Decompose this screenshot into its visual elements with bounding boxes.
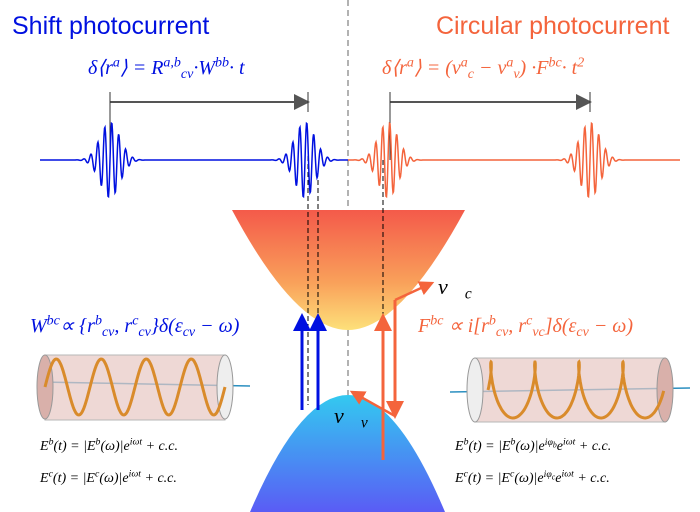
formula-text: E (455, 471, 464, 486)
formula-text: δ⟨r (88, 57, 113, 79)
formula-text: · t (562, 57, 578, 79)
wave-packets (40, 123, 348, 196)
superscript: bb (215, 55, 229, 70)
formula-text: , r (508, 315, 526, 337)
formula-text: ν⃗ (334, 403, 361, 428)
superscript: iωt (561, 469, 573, 480)
formula-text: − ν (474, 57, 506, 79)
formula: ν⃗v (334, 405, 368, 427)
superscript: a (407, 55, 414, 70)
formula-text: E (40, 439, 49, 454)
formula-text: ∝ i[r (443, 315, 488, 337)
wave-packets (348, 123, 680, 196)
formula-text: − ω) (195, 315, 239, 337)
formula-text: (ω)|e (99, 471, 128, 486)
conduction-band (232, 210, 465, 330)
formula-text: + c.c. (142, 439, 178, 454)
formula-text: (t) = |E (53, 471, 95, 486)
formula-text: (t) = |E (53, 439, 95, 454)
formula-text: − ω) (589, 315, 633, 337)
circular-beam (450, 358, 690, 422)
formula-text: ) ·F (520, 57, 549, 79)
superscript: 2 (577, 55, 584, 70)
formula: Wbc∝ {rbcv, rccv}δ(εcv − ω) (30, 316, 239, 336)
superscript: b (95, 313, 102, 328)
subscript: cv (496, 325, 508, 340)
linear-beam (37, 355, 250, 420)
subscript: cv (183, 325, 195, 340)
formula-text: ∝ {r (60, 315, 95, 337)
formula-text: ·W (193, 57, 215, 79)
superscript: a,b (163, 55, 181, 70)
diagram: Shift photocurrent Circular photocurrent… (0, 0, 700, 512)
superscript: iωt (129, 469, 141, 480)
formula-text: ⟩ = R (120, 57, 164, 79)
superscript: b (489, 313, 496, 328)
formula-text: (t) = |E (468, 471, 510, 486)
superscript: bc (430, 313, 443, 328)
formula-text: }δ(ε (151, 315, 183, 337)
formula: δ⟨ra⟩ = (νac − νav) ·Fbc· t2 (382, 58, 584, 78)
subscript: cv (102, 325, 114, 340)
formula: Eb(t) = |Eb(ω)|eiωt + c.c. (40, 440, 178, 454)
formula-text: ]δ(ε (545, 315, 577, 337)
superscript: bc (548, 55, 561, 70)
superscript: bc (47, 313, 60, 328)
formula-text: + c.c. (575, 439, 611, 454)
superscript: iωt (130, 437, 142, 448)
superscript: iφb (545, 437, 557, 448)
formula: Fbc ∝ i[rbcv, rcvc]δ(εcv − ω) (418, 316, 633, 336)
formula-text: + c.c. (141, 471, 177, 486)
formula-text: (t) = |E (468, 439, 510, 454)
formula-text: ν⃗ (438, 274, 465, 299)
formula-text: (ω)|e (515, 439, 544, 454)
formula-text: ⟩ = (ν (414, 57, 461, 79)
formula: δ⟨ra⟩ = Ra,bcv·Wbb· t (88, 58, 245, 78)
formula-text: E (40, 471, 49, 486)
formula-text: (ω)|e (100, 439, 129, 454)
superscript: a (113, 55, 120, 70)
formula: Ec(t) = |Ec(ω)|eiφceiωt + c.c. (455, 472, 610, 486)
title: Shift photocurrent (12, 12, 209, 41)
superscript: a (461, 55, 468, 70)
formula: Ec(t) = |Ec(ω)|eiωt + c.c. (40, 472, 177, 486)
formula: ν⃗c (438, 276, 472, 298)
formula-text: , r (114, 315, 132, 337)
subscript: c (465, 286, 472, 303)
superscript: iωt (563, 437, 575, 448)
formula: Eb(t) = |Eb(ω)|eiφbeiωt + c.c. (455, 440, 611, 454)
formula-text: + c.c. (574, 471, 610, 486)
subscript: vc (532, 325, 544, 340)
formula-text: δ⟨r (382, 57, 407, 79)
subscript: v (361, 415, 368, 432)
formula-text: · t (229, 57, 245, 79)
superscript: iφc (544, 469, 556, 480)
subscript: cv (576, 325, 588, 340)
formula-text: W (30, 315, 47, 337)
subscript: cv (181, 67, 193, 82)
formula-text: E (455, 439, 464, 454)
subscript: cv (138, 325, 150, 340)
title: Circular photocurrent (436, 12, 669, 41)
formula-text: (ω)|e (514, 471, 543, 486)
formula-text: F (418, 315, 430, 337)
